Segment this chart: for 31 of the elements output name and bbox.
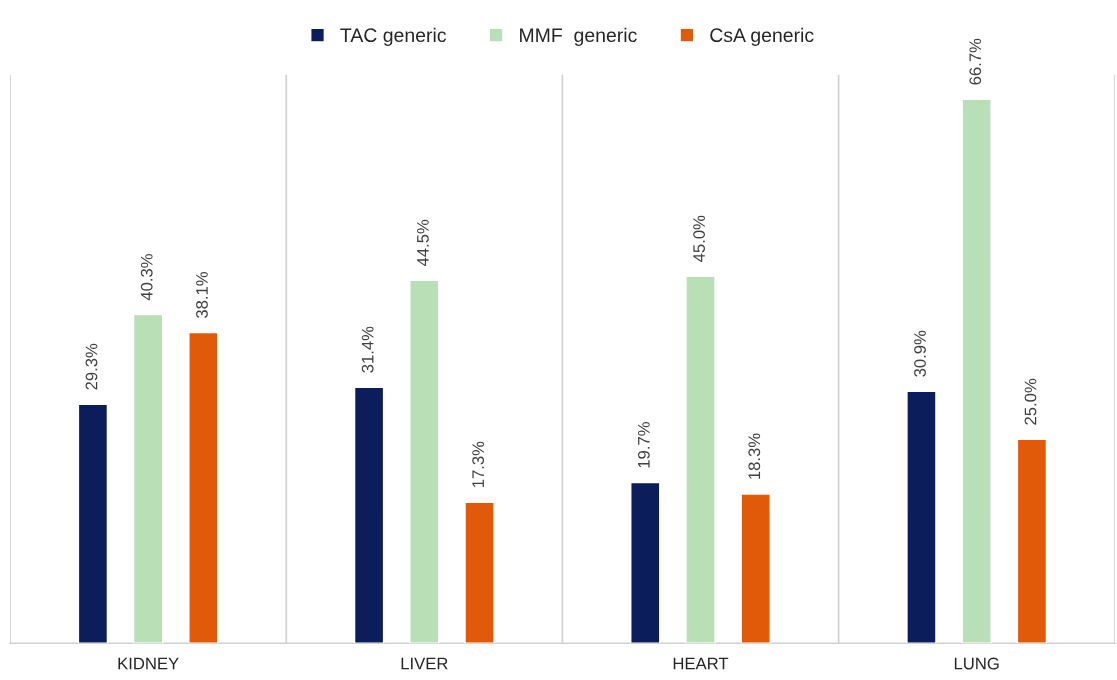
bar [906, 390, 937, 644]
bar [409, 279, 440, 644]
bar [630, 481, 661, 644]
x-tick-label: HEART [673, 657, 729, 670]
data-label: 45.0% [693, 215, 705, 262]
legend-label: MMF generic [520, 27, 637, 46]
bar [740, 493, 771, 644]
bar [685, 275, 716, 644]
x-tick-label: KIDNEY [118, 657, 179, 670]
data-label: 19.7% [637, 422, 650, 468]
data-label: 44.5% [417, 219, 429, 267]
bar [464, 501, 495, 644]
data-label: 31.4% [361, 326, 374, 373]
x-tick-label: LIVER [401, 657, 448, 670]
bar [961, 98, 992, 644]
data-label: 38.1% [196, 271, 208, 319]
bar [1016, 438, 1048, 644]
data-label: 40.3% [140, 254, 153, 301]
data-label: 18.3% [748, 433, 761, 479]
data-label: 66.7% [969, 38, 982, 85]
data-label: 17.3% [472, 441, 485, 488]
x-tick-label: LUNG [954, 657, 999, 670]
bar [132, 313, 164, 644]
data-label: 29.3% [85, 343, 98, 390]
data-label: 30.9% [914, 330, 926, 377]
bar [353, 386, 385, 644]
bar [77, 403, 109, 644]
legend-label: TAC generic [340, 27, 447, 46]
data-label: 25.0% [1024, 378, 1037, 425]
bar [188, 331, 219, 644]
legend-label: CsA generic [710, 27, 814, 46]
